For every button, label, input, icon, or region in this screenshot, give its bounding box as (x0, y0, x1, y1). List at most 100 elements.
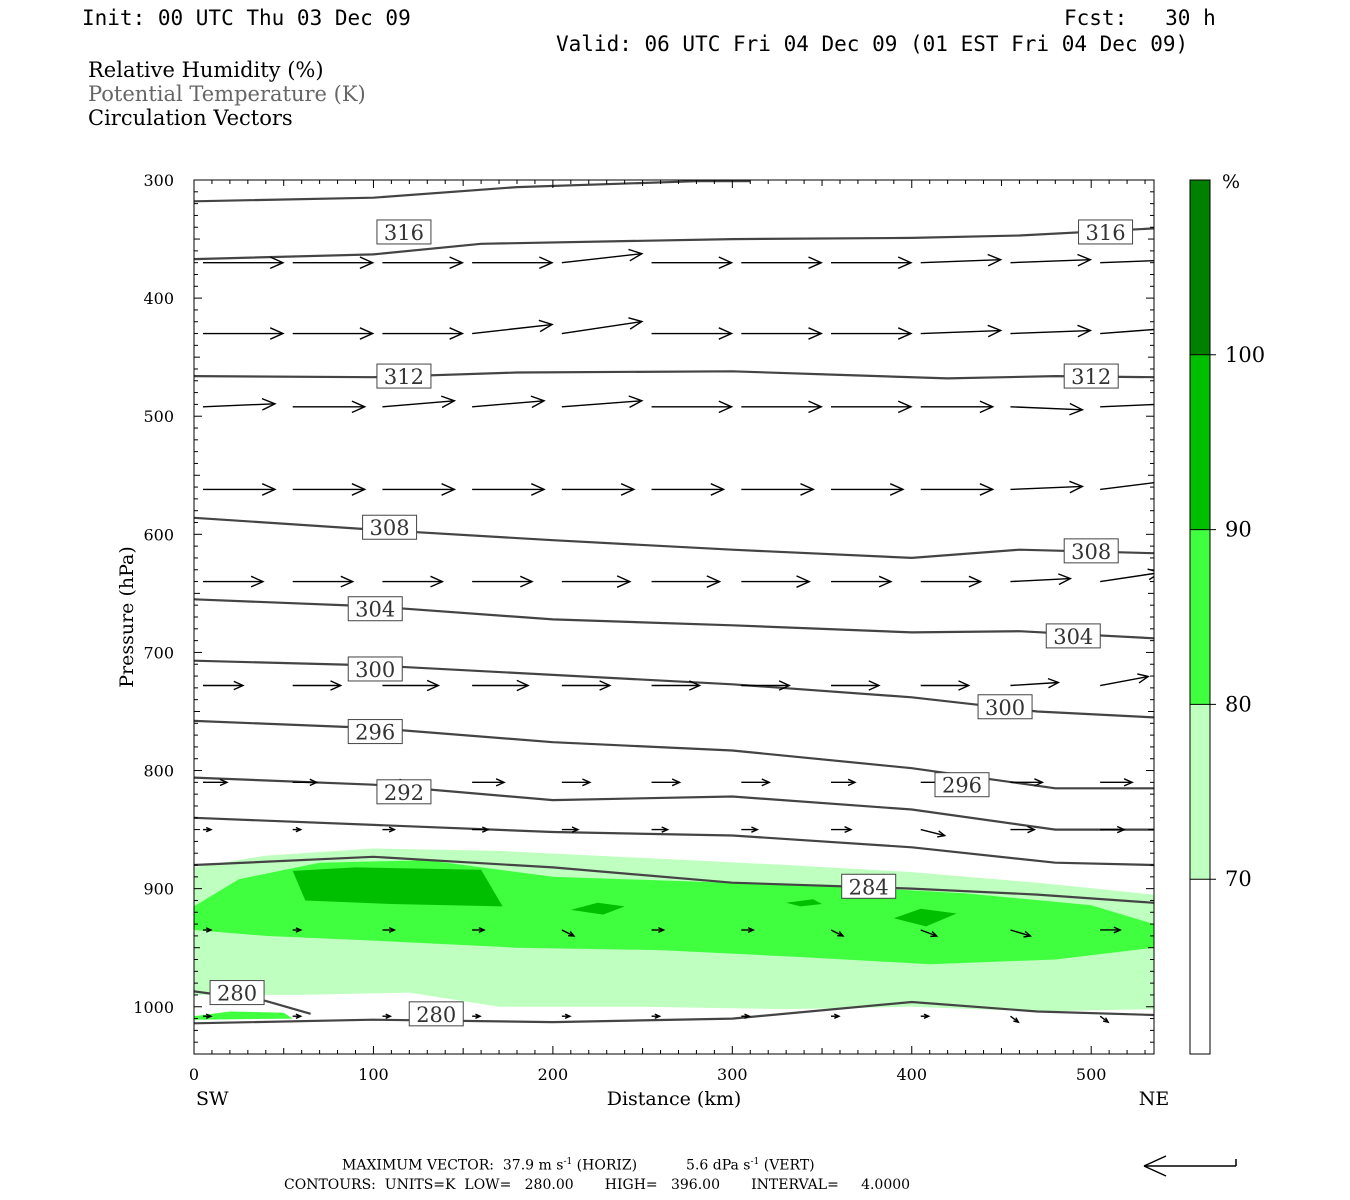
colorbar-segment (1190, 704, 1210, 880)
vector-arrowhead (654, 1013, 662, 1019)
vector-arrowhead (233, 680, 245, 691)
isentrope-296 (194, 719, 1154, 790)
vector-arrowhead (385, 1013, 393, 1019)
vector-arrowhead (979, 483, 995, 496)
isentrope-label-box (408, 1001, 464, 1027)
vector-arrowhead (309, 778, 319, 787)
vector-arrowhead (751, 826, 760, 833)
vector-arrowhead (449, 256, 465, 270)
isentrope-label-box (362, 514, 418, 540)
rh-region-80 (194, 1011, 293, 1020)
vector-arrowhead (478, 926, 486, 934)
y-tick-label: 800 (143, 762, 174, 781)
isentrope-label-box (376, 363, 432, 389)
vector-arrowhead (658, 926, 666, 934)
vector-arrowhead (295, 1013, 303, 1019)
vector-arrowhead (958, 680, 971, 691)
vector-arrowhead (269, 256, 285, 270)
vector-arrowhead (205, 826, 213, 833)
vector-arrowhead (359, 327, 375, 340)
vector-arrowhead (359, 256, 375, 270)
isentrope-label: 312 (1071, 365, 1111, 389)
circulation-vector (920, 258, 1001, 264)
vector-arrowhead (564, 1013, 572, 1019)
isentrope-280 (194, 1000, 1154, 1025)
vector-arrowhead (844, 826, 853, 834)
isentrope-312 (194, 370, 1154, 380)
vector-arrowhead (475, 1013, 482, 1019)
isentrope-316 (194, 227, 1154, 261)
vector-arrowhead (930, 931, 939, 938)
isentrope-label: 284 (849, 875, 889, 899)
vector-arrowhead (718, 327, 734, 340)
isentrope-label-box (841, 873, 897, 899)
vector-arrowhead (761, 778, 772, 787)
vector-arrowhead (808, 400, 824, 414)
vector-arrowhead (744, 1013, 752, 1019)
contours-line: CONTOURS: UNITS=K LOW= 280.00 HIGH= 396.… (284, 1177, 911, 1193)
vector-arrowhead (205, 1013, 213, 1019)
vector-arrowhead (449, 327, 465, 340)
vector-arrowhead (937, 830, 947, 838)
vert-value: 5.6 dPa s (686, 1157, 751, 1174)
isentrope-label-box (934, 772, 990, 798)
vector-arrowhead (482, 826, 490, 833)
isentrope-label: 292 (384, 781, 424, 805)
isentrope-label: 300 (985, 696, 1025, 720)
vector-arrowhead (796, 575, 812, 588)
circulation-vector (920, 329, 1001, 335)
vector-arrowhead (351, 400, 367, 414)
isentrope-label-box (1045, 623, 1101, 649)
vector-arrowhead (1159, 476, 1172, 487)
valid-time: Valid: 06 UTC Fri 04 Dec 09 (01 EST Fri … (556, 32, 1189, 56)
vert-tag: (VERT) (763, 1157, 815, 1174)
vector-arrowhead (1047, 677, 1061, 689)
isentrope-308 (194, 516, 1154, 560)
init-time: Init: 00 UTC Thu 03 Dec 09 (82, 6, 411, 30)
vector-arrowhead (1027, 825, 1037, 834)
circulation-vector (830, 929, 844, 937)
x-tick-label: 200 (538, 1065, 569, 1084)
vector-arrowhead (718, 256, 734, 270)
field-rh: Relative Humidity (%) (88, 58, 324, 82)
vector-arrowhead (897, 256, 913, 270)
vector-arrowhead (539, 256, 554, 270)
vector-arrowhead (351, 483, 367, 496)
vector-arrowhead (1077, 324, 1093, 338)
max-vector-label: MAXIMUM VECTOR: (342, 1157, 494, 1174)
circulation-vector (561, 400, 642, 408)
horiz-exponent: -1 (563, 1157, 573, 1167)
vector-arrowhead (628, 317, 644, 330)
circulation-vector (1100, 328, 1154, 335)
circulation-vector (202, 403, 276, 408)
x-tick-label: 400 (896, 1065, 927, 1084)
vector-arrowhead (661, 826, 670, 833)
isentrope-label: 280 (217, 982, 257, 1006)
isentrope-316 (194, 180, 751, 203)
circulation-vector (1010, 929, 1031, 937)
vector-arrowhead (987, 324, 1003, 338)
x-tick-label: 100 (358, 1065, 389, 1084)
isentrope-label-box (347, 656, 403, 682)
isentrope-label: 296 (355, 721, 395, 745)
isentrope-label: 316 (1086, 221, 1126, 245)
vector-arrowhead (295, 927, 303, 933)
isentrope-label-box (347, 596, 403, 622)
vector-layer (202, 248, 1172, 1024)
vector-arrowhead (868, 680, 881, 691)
vector-arrowhead (295, 826, 303, 833)
vector-arrowhead (516, 679, 530, 692)
circulation-vector (1010, 577, 1071, 583)
vector-arrowhead (671, 778, 682, 787)
isentrope-label-box (376, 779, 432, 805)
vector-arrowhead (430, 575, 445, 588)
vector-arrowhead (531, 483, 546, 496)
vector-arrowhead (689, 680, 702, 691)
y-tick-label: 400 (143, 289, 174, 308)
vector-arrowhead (808, 327, 824, 340)
isentrope-label-layer: 316 316 312 312 308 308 304 304 300 300 296 296 292 2… (209, 219, 1134, 1027)
vector-arrowhead (571, 826, 580, 833)
vector-arrowhead (388, 926, 397, 934)
colorbar-frame (1189, 179, 1211, 1055)
isentrope-288 (194, 816, 1154, 867)
